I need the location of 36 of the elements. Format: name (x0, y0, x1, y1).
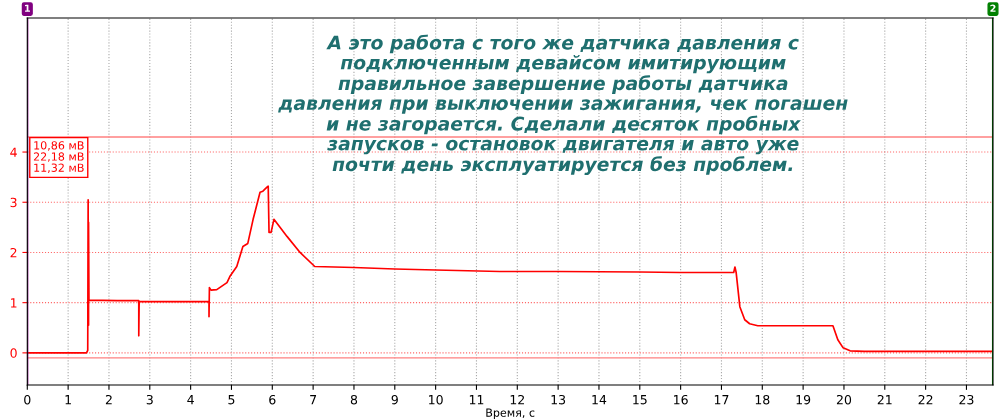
x-tick-label: 15 (633, 395, 647, 405)
x-tick-label: 7 (310, 395, 317, 405)
x-tick-label: 3 (146, 394, 153, 405)
x-tick-label: 22 (918, 394, 933, 405)
text: 2 (990, 4, 996, 12)
x-tick-label: 5 (228, 395, 235, 405)
annotation: А это работа с того же датчика давления с подключенным девайсом имитирующим правильное завершение работы датчика давления при выключении зажигания, чек погашен и не загорается. Сделали десяток пробных запусков - остановок двигателя и авто уже почти день эксплуатируется без проблем. (278, 34, 848, 175)
y-tick-label: 0 (10, 348, 17, 358)
x-tick-label: 10 (429, 394, 443, 405)
x-tick-label: 16 (674, 394, 688, 405)
x-axis-title: Время, с (486, 408, 535, 419)
x-tick-label: 13 (551, 394, 566, 405)
x-tick-label: 19 (796, 394, 811, 405)
annotation: 22,18 мВ (33, 152, 84, 162)
x-tick-label: 0 (24, 394, 31, 405)
x-tick-label: 2 (105, 394, 112, 405)
x-tick-label: 1 (65, 395, 71, 405)
x-tick-label: 9 (391, 394, 398, 405)
x-tick-label: 11 (469, 395, 484, 405)
x-tick-label: 4 (187, 395, 194, 405)
text: 1 (25, 4, 31, 12)
x-tick-label: 18 (755, 394, 770, 405)
y-tick-label: 4 (10, 147, 17, 157)
x-tick-label: 8 (350, 394, 358, 405)
x-tick-label: 23 (959, 394, 974, 405)
x-tick-label: 20 (836, 394, 852, 405)
x-tick-label: 6 (269, 394, 276, 405)
annotation: 11,32 мВ (34, 163, 84, 174)
y-tick-label: 1 (11, 298, 17, 308)
x-tick-label: 12 (510, 394, 524, 405)
x-tick-label: 14 (592, 395, 607, 405)
x-tick-label: 17 (714, 395, 729, 405)
x-tick-label: 21 (877, 394, 892, 405)
y-tick-label: 3 (10, 197, 17, 208)
y-tick-label: 2 (10, 247, 17, 258)
annotation: 10,86 мВ (34, 141, 84, 151)
